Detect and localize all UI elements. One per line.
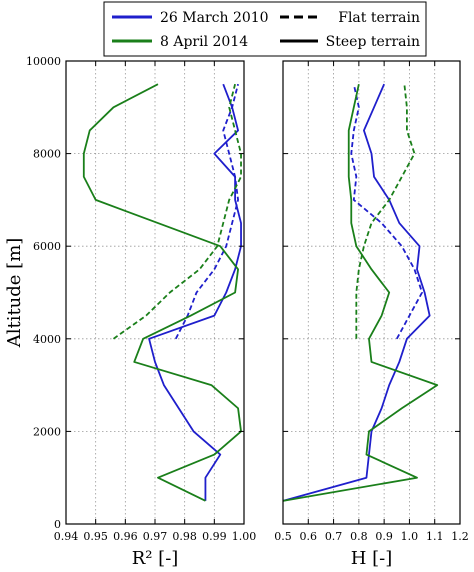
legend: 26 March 2010 8 April 2014 Flat terrain Ste… <box>103 1 427 57</box>
x-tick-label-1-7: 1.2 <box>451 530 469 543</box>
series-line-0-3 <box>112 83 242 340</box>
series-line-1-1 <box>350 83 423 340</box>
x-tick-label-0-2: 0.96 <box>113 530 138 543</box>
x-tick-label-1-3: 0.8 <box>350 530 368 543</box>
series-line-1-2 <box>282 83 439 502</box>
legend-label-2: Flat terrain <box>338 10 420 26</box>
y-tick-label-0-3: 6000 <box>33 240 61 253</box>
x-tick-label-0-4: 0.98 <box>172 530 197 543</box>
y-tick-label-0-1: 2000 <box>33 425 61 438</box>
legend-label-0: 26 March 2010 <box>160 10 269 26</box>
x-tick-label-1-0: 0.5 <box>274 530 292 543</box>
x-tick-label-0-5: 0.99 <box>202 530 227 543</box>
x-tick-label-1-1: 0.6 <box>300 530 318 543</box>
series-line-0-2 <box>82 83 242 502</box>
y-tick-label-0-5: 10000 <box>26 55 61 68</box>
x-tick-label-0-1: 0.95 <box>83 530 108 543</box>
plot-frame-1 <box>282 60 461 525</box>
x-axis-title-1: H [-] <box>351 548 393 569</box>
x-tick-label-0-6: 1.00 <box>232 530 257 543</box>
y-axis-title: Altitude [m] <box>4 238 25 349</box>
x-tick-label-1-6: 1.1 <box>426 530 444 543</box>
series-line-1-0 <box>282 83 431 502</box>
legend-frame <box>103 1 427 57</box>
x-tick-label-1-4: 0.9 <box>375 530 393 543</box>
y-tick-label-0-2: 4000 <box>33 333 61 346</box>
series-line-0-0 <box>148 83 242 501</box>
x-tick-label-1-2: 0.7 <box>325 530 343 543</box>
series-line-1-3 <box>355 84 416 339</box>
legend-label-3: Steep terrain <box>326 34 420 50</box>
x-tick-label-0-0: 0.94 <box>54 530 79 543</box>
series-line-0-1 <box>174 83 239 340</box>
y-tick-label-0-0: 0 <box>54 518 61 531</box>
panel-0: 0.94 0.95 0.96 0.97 0.98 0.99 1.00 0 2000 4000 600… <box>4 55 256 569</box>
x-tick-label-1-5: 1.0 <box>401 530 419 543</box>
legend-label-1: 8 April 2014 <box>160 34 248 50</box>
panel-1: 0.5 0.6 0.7 0.8 0.9 1.0 1.1 1.2 H [-] <box>274 60 469 569</box>
x-tick-label-0-3: 0.97 <box>143 530 168 543</box>
x-axis-title-0: R² [-] <box>132 548 179 569</box>
y-tick-label-0-4: 8000 <box>33 148 61 161</box>
